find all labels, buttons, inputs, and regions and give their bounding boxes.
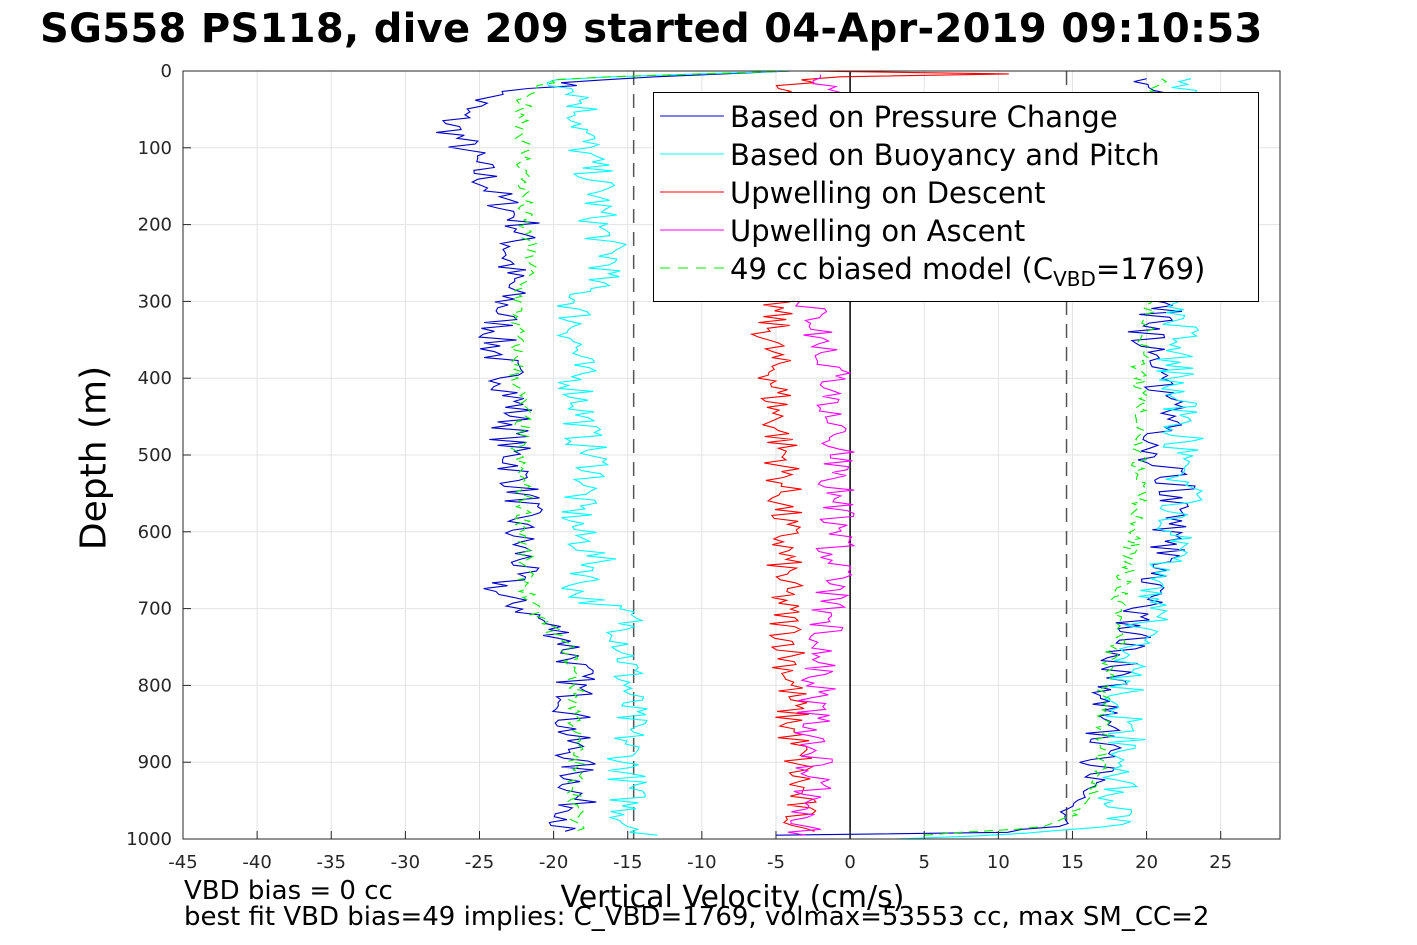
y-tick-label: 800 (138, 675, 172, 696)
legend-label-upwelling-descent: Upwelling on Descent (730, 176, 1046, 210)
series-line-0-0 (436, 70, 791, 832)
legend-swatch-biased-model (660, 267, 724, 269)
x-tick-label: -30 (391, 852, 420, 873)
legend-label-buoyancy: Based on Buoyancy and Pitch (730, 138, 1160, 172)
legend-swatch-buoyancy (660, 153, 724, 155)
axis-ticks: -45 -40 -35 -30 -25 -20 -15 -10 -5 0 5 10 15 20 25 0 100… (126, 61, 1232, 873)
legend-label-upwelling-ascent: Upwelling on Ascent (730, 214, 1026, 248)
legend-swatch-upwelling-ascent (660, 229, 724, 231)
legend-swatch-pressure (660, 115, 724, 117)
legend-label-biased-model-main: 49 cc biased model (C (730, 252, 1054, 286)
legend-item-pressure: Based on Pressure Change (654, 97, 1258, 135)
x-tick-label: -5 (767, 852, 785, 873)
series-line-4-0 (508, 70, 791, 832)
y-tick-label: 600 (138, 522, 172, 543)
series-line-1-0 (546, 70, 791, 836)
y-tick-label: 400 (138, 368, 172, 389)
x-axis-label: Vertical Velocity (cm/s) (560, 880, 905, 915)
y-tick-label: 100 (138, 138, 172, 159)
legend: Based on Pressure Change Based on Buoyan… (653, 92, 1259, 302)
vbd-bias-text: VBD bias = 0 cc (184, 876, 393, 906)
x-tick-label: 5 (918, 852, 929, 873)
legend-item-biased-model: 49 cc biased model (CVBD=1769) (654, 249, 1258, 291)
y-tick-label: 0 (161, 61, 172, 82)
y-tick-label: 500 (138, 445, 172, 466)
legend-item-upwelling-ascent: Upwelling on Ascent (654, 211, 1258, 249)
x-tick-label: -10 (687, 852, 716, 873)
legend-label-biased-model-sub: VBD (1053, 266, 1096, 291)
legend-item-buoyancy: Based on Buoyancy and Pitch (654, 135, 1258, 173)
x-tick-label: -15 (613, 852, 642, 873)
legend-swatch-upwelling-descent (660, 191, 724, 193)
y-axis-label: Depth (m) (73, 365, 115, 551)
x-tick-label: 15 (1061, 852, 1084, 873)
x-tick-label: -35 (317, 852, 346, 873)
x-tick-label: -25 (465, 852, 494, 873)
x-tick-label: 25 (1209, 852, 1232, 873)
x-tick-label: -40 (242, 852, 271, 873)
legend-label-biased-model: 49 cc biased model (CVBD=1769) (730, 252, 1205, 291)
best-fit-text: best fit VBD bias=49 implies: C_VBD=1769… (184, 902, 1210, 932)
y-tick-label: 200 (138, 215, 172, 236)
x-axis-label-wrap: Vertical Velocity (cm/s) (0, 880, 1417, 915)
legend-item-upwelling-descent: Upwelling on Descent (654, 173, 1258, 211)
y-tick-label: 700 (138, 599, 172, 620)
y-tick-label: 900 (138, 752, 172, 773)
x-tick-label: -45 (168, 852, 197, 873)
x-tick-label: 20 (1135, 852, 1158, 873)
x-tick-label: 0 (844, 852, 855, 873)
y-tick-label: 1000 (126, 829, 172, 850)
x-tick-label: 10 (987, 852, 1010, 873)
chart-title: SG558 PS118, dive 209 started 04-Apr-201… (40, 6, 1263, 52)
x-tick-label: -20 (539, 852, 568, 873)
y-tick-label: 300 (138, 291, 172, 312)
legend-label-pressure: Based on Pressure Change (730, 100, 1118, 134)
legend-label-biased-model-suffix: =1769) (1095, 252, 1206, 286)
